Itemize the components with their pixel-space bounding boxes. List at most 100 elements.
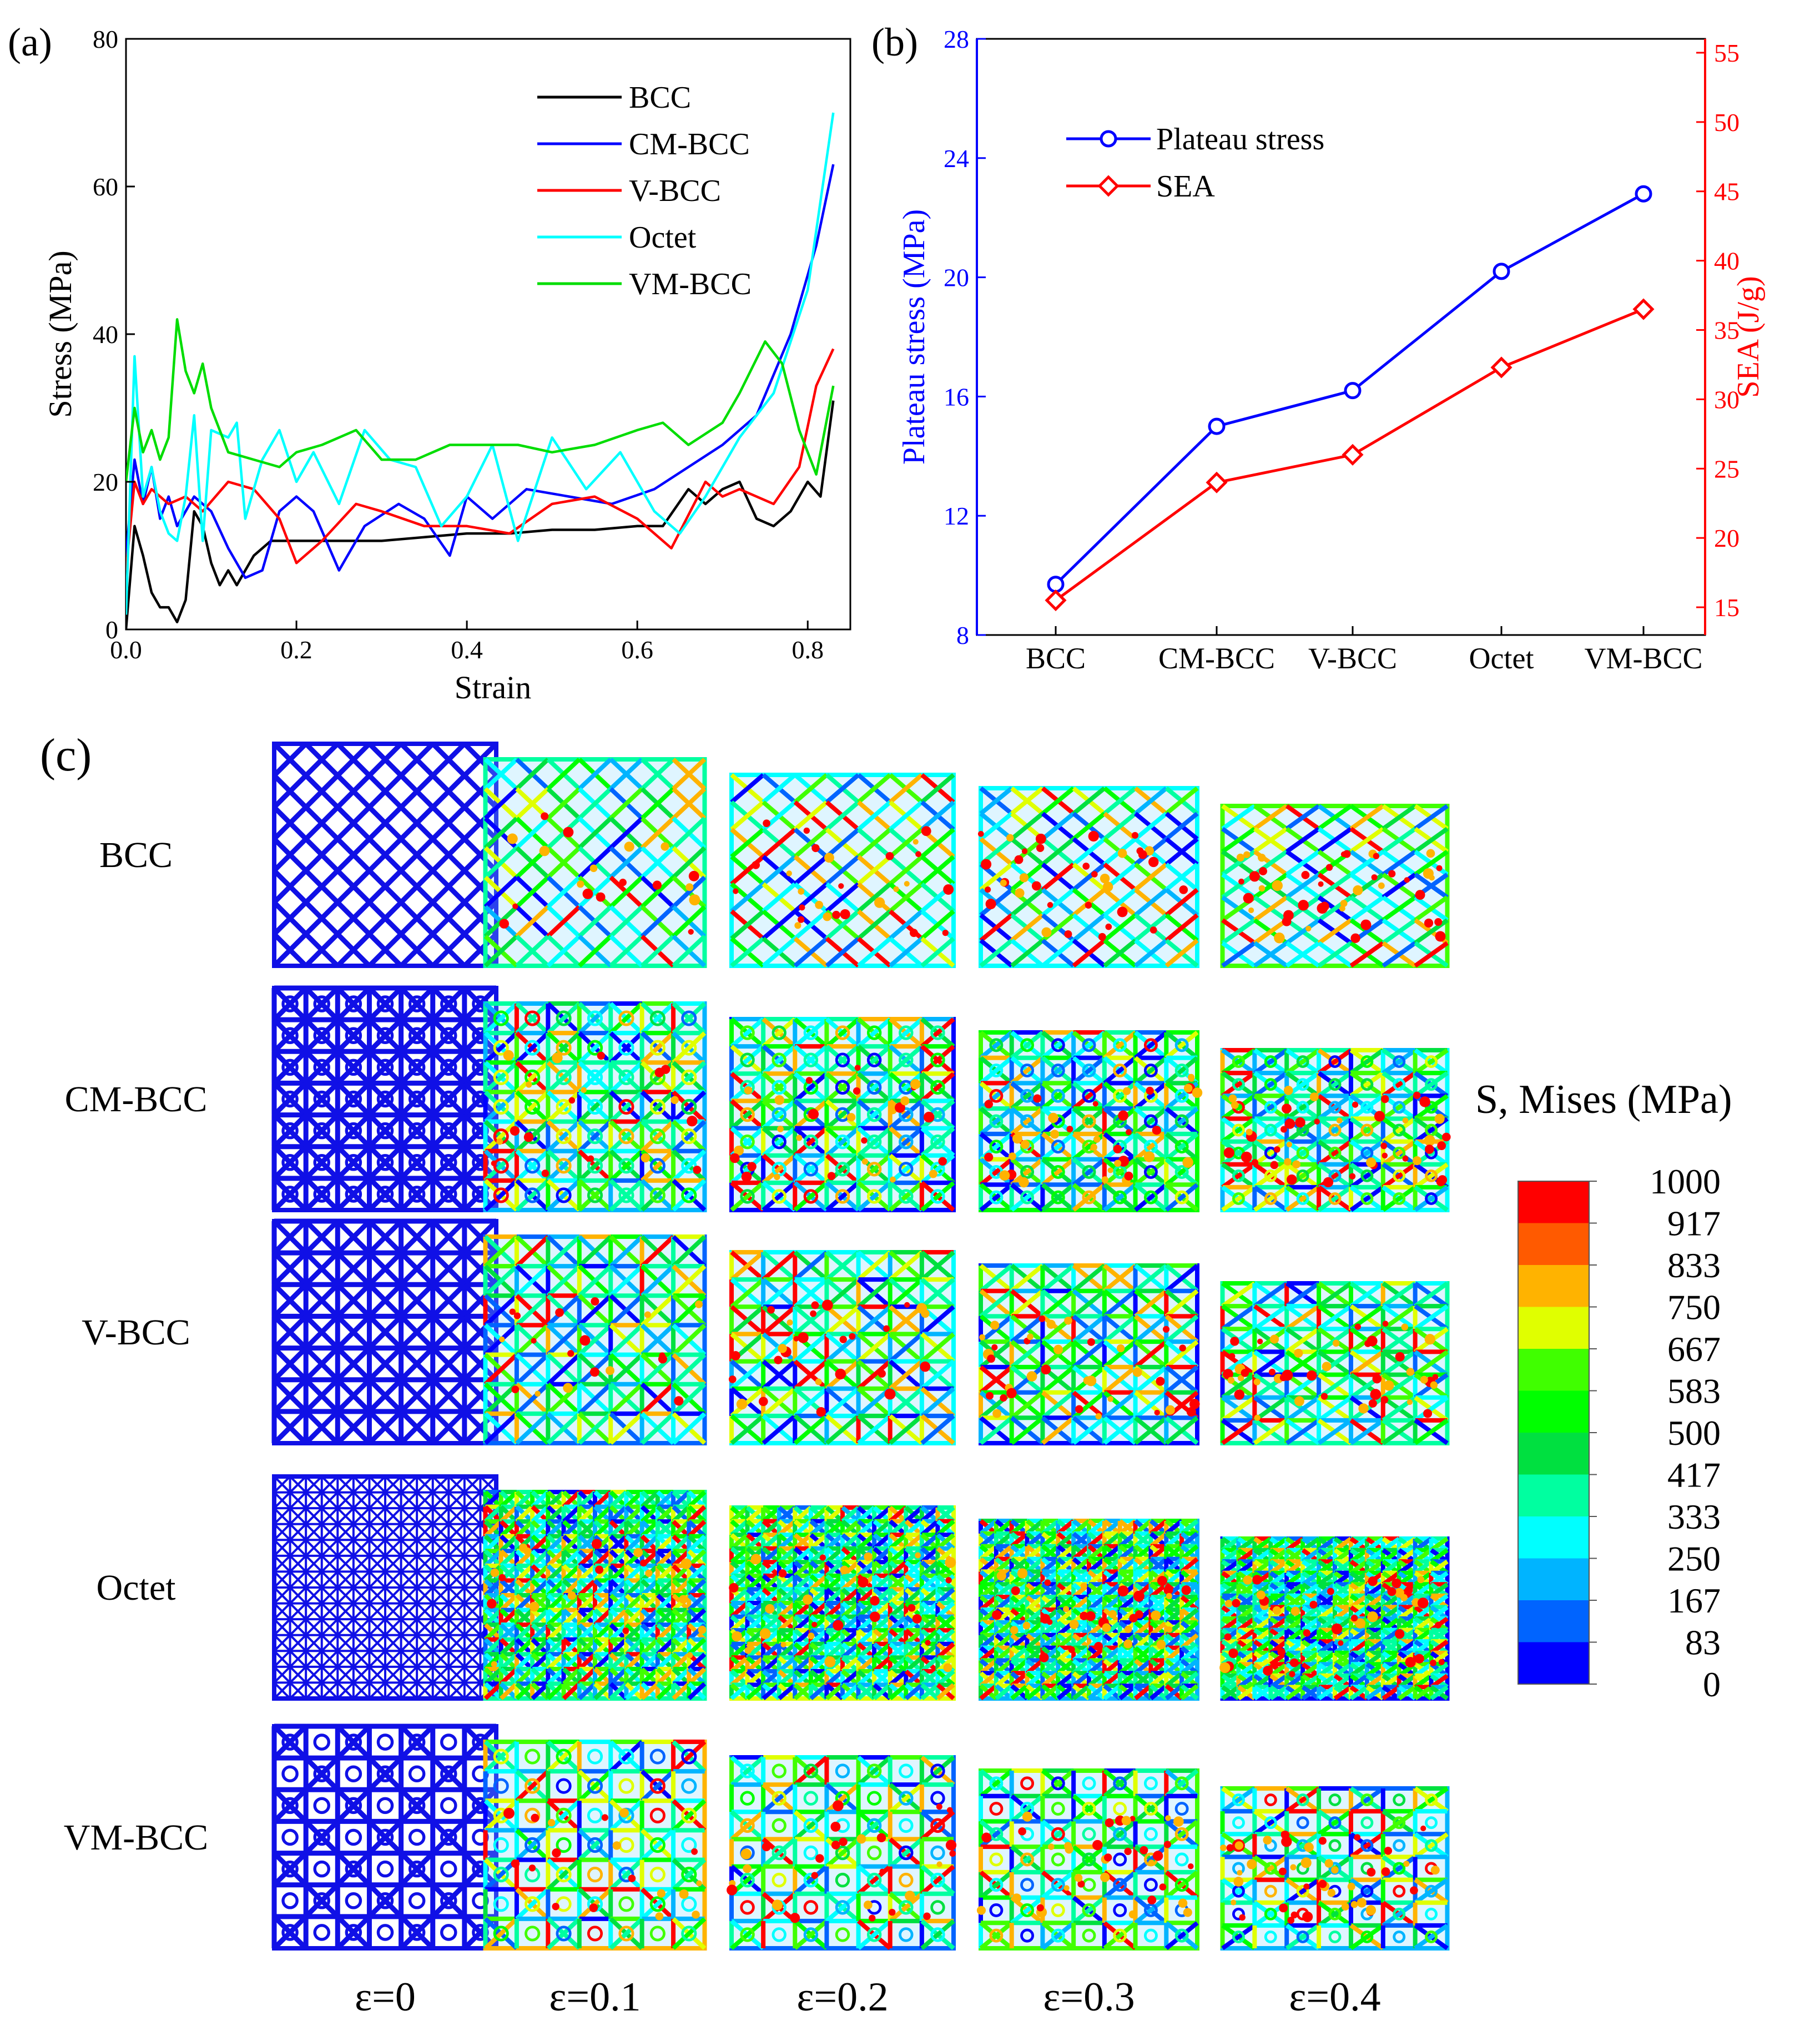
data-point-sea xyxy=(1490,356,1513,379)
lattice-octet-strain-1 xyxy=(483,1490,707,1701)
legend-label-v-bcc: V-BCC xyxy=(629,174,721,208)
colorbar-segment xyxy=(1518,1265,1589,1307)
colorbar-segment xyxy=(1518,1642,1589,1684)
lattice-octet-strain-3 xyxy=(979,1519,1199,1701)
left-tick-label: 8 xyxy=(956,621,969,649)
lattice-v-bcc-strain-1 xyxy=(483,1234,707,1445)
data-point-plateau-stress xyxy=(1047,576,1065,593)
left-tick-label: 24 xyxy=(944,144,969,173)
panel-b-right-axis-label: SEA (J/g) xyxy=(1731,276,1766,397)
colorbar-segment xyxy=(1518,1433,1589,1475)
series-line-octet xyxy=(126,112,835,615)
lattice-vm-bcc-strain-2 xyxy=(727,1755,957,1951)
lattice-cm-bcc-strain-4 xyxy=(1220,1048,1451,1212)
left-tick-label: 20 xyxy=(944,264,969,292)
panel-c-label: (c) xyxy=(40,729,92,781)
lattice-vm-bcc-strain-1 xyxy=(483,1740,707,1951)
row-label-bcc: BCC xyxy=(99,835,173,875)
x-category-label: CM-BCC xyxy=(1158,642,1275,675)
left-tick-label: 12 xyxy=(944,502,969,530)
data-point-plateau-stress xyxy=(1493,263,1510,280)
colorbar-tick-label: 1000 xyxy=(1650,1162,1721,1201)
x-tick-label: 0.0 xyxy=(110,636,142,664)
lattice-bcc-strain-0 xyxy=(272,742,498,968)
colorbar-tick-label: 83 xyxy=(1685,1623,1721,1662)
colorbar-segment xyxy=(1518,1307,1589,1349)
colorbar-tick-label: 250 xyxy=(1667,1539,1721,1579)
lattice-vm-bcc-strain-4 xyxy=(1220,1786,1450,1951)
panel-a: (a) 0.0 0.2 0.4 0.6 0.8 0 20 40 60 80 Strain Stre… xyxy=(8,20,851,705)
x-tick-label: 0.8 xyxy=(791,636,824,664)
x-tick-label: 0.6 xyxy=(621,636,653,664)
series-line-v-bcc xyxy=(126,348,835,571)
panel-c: (c) BCC CM-BCC V-BCC Octet VM-BCC ε=0 ε=0.1 ε=0… xyxy=(40,729,1732,2020)
colorbar-segment xyxy=(1518,1223,1589,1265)
x-category-label: BCC xyxy=(1026,642,1086,675)
lattice-octet-strain-4 xyxy=(1219,1536,1450,1701)
lattice-v-bcc-strain-2 xyxy=(728,1250,956,1445)
colorbar-tick-label: 750 xyxy=(1667,1288,1721,1327)
legend-marker-plateau-stress xyxy=(1100,130,1117,148)
lattice-cm-bcc-strain-0 xyxy=(271,985,498,1212)
lattice-vm-bcc-strain-3 xyxy=(976,1768,1199,1951)
right-tick-label: 15 xyxy=(1714,593,1740,622)
legend-label-cm-bcc: CM-BCC xyxy=(629,127,750,162)
legend-label-bcc: BCC xyxy=(629,80,691,115)
series-line-vm-bcc xyxy=(126,318,835,482)
y-tick-label: 40 xyxy=(93,320,118,349)
right-tick-label: 30 xyxy=(1714,385,1740,414)
colorbar-segment xyxy=(1518,1600,1589,1642)
right-tick-label: 55 xyxy=(1714,39,1740,67)
lattice-v-bcc-strain-3 xyxy=(979,1263,1200,1445)
right-tick-label: 40 xyxy=(1714,247,1740,275)
column-label-strain: ε=0 xyxy=(355,1974,416,2020)
colorbar-segment xyxy=(1518,1558,1589,1600)
colorbar-tick-label: 667 xyxy=(1667,1329,1721,1369)
legend-marker-sea xyxy=(1097,175,1120,197)
panel-a-label: (a) xyxy=(8,20,52,64)
lattice-v-bcc-strain-0 xyxy=(271,1218,498,1445)
lattice-v-bcc-strain-4 xyxy=(1220,1281,1450,1445)
right-tick-label: 25 xyxy=(1714,455,1740,483)
panel-a-x-axis-label: Strain xyxy=(455,669,532,705)
column-label-strain: ε=0.3 xyxy=(1043,1974,1135,2020)
data-point-sea xyxy=(1206,471,1228,493)
series-line-cm-bcc xyxy=(126,164,835,579)
colorbar-tick-label: 333 xyxy=(1667,1497,1721,1536)
lattice-cm-bcc-strain-1 xyxy=(483,1001,707,1212)
row-label-octet: Octet xyxy=(97,1568,176,1608)
panel-b-legend: Plateau stress SEA xyxy=(1066,122,1324,204)
colorbar-tick-label: 833 xyxy=(1667,1246,1721,1285)
x-category-label: V-BCC xyxy=(1308,642,1397,675)
lattice-bcc-strain-3 xyxy=(977,786,1199,968)
colorbar-segment xyxy=(1518,1516,1589,1559)
right-tick-label: 20 xyxy=(1714,524,1740,552)
x-category-label: VM-BCC xyxy=(1584,642,1702,675)
left-tick-label: 16 xyxy=(944,382,969,411)
colorbar-title: S, Mises (MPa) xyxy=(1475,1077,1732,1122)
colorbar-tick-label: 583 xyxy=(1667,1372,1721,1411)
colorbar-segment xyxy=(1518,1181,1589,1223)
x-category-label: Octet xyxy=(1469,642,1534,675)
legend-label-octet: Octet xyxy=(629,220,697,255)
right-tick-label: 50 xyxy=(1714,108,1740,137)
series-line-bcc xyxy=(126,400,835,629)
y-tick-label: 20 xyxy=(93,468,118,496)
data-point-sea xyxy=(1045,589,1067,612)
legend-label-plateau-stress: Plateau stress xyxy=(1156,122,1324,157)
column-label-strain: ε=0.1 xyxy=(549,1974,641,2020)
row-label-vm-bcc: VM-BCC xyxy=(64,1817,208,1858)
column-label-strain: ε=0.4 xyxy=(1289,1974,1380,2020)
y-tick-label: 60 xyxy=(93,173,118,201)
data-point-sea xyxy=(1632,298,1655,320)
data-point-plateau-stress xyxy=(1208,417,1226,435)
lattice-vm-bcc-strain-0 xyxy=(271,1723,498,1951)
colorbar-tick-label: 0 xyxy=(1703,1665,1721,1704)
lattice-bcc-strain-2 xyxy=(729,773,956,968)
panel-a-y-axis-label: Stress (MPa) xyxy=(42,250,78,417)
colorbar-segment xyxy=(1518,1390,1589,1433)
colorbar-segment xyxy=(1518,1349,1589,1391)
colorbar-segment xyxy=(1518,1474,1589,1516)
